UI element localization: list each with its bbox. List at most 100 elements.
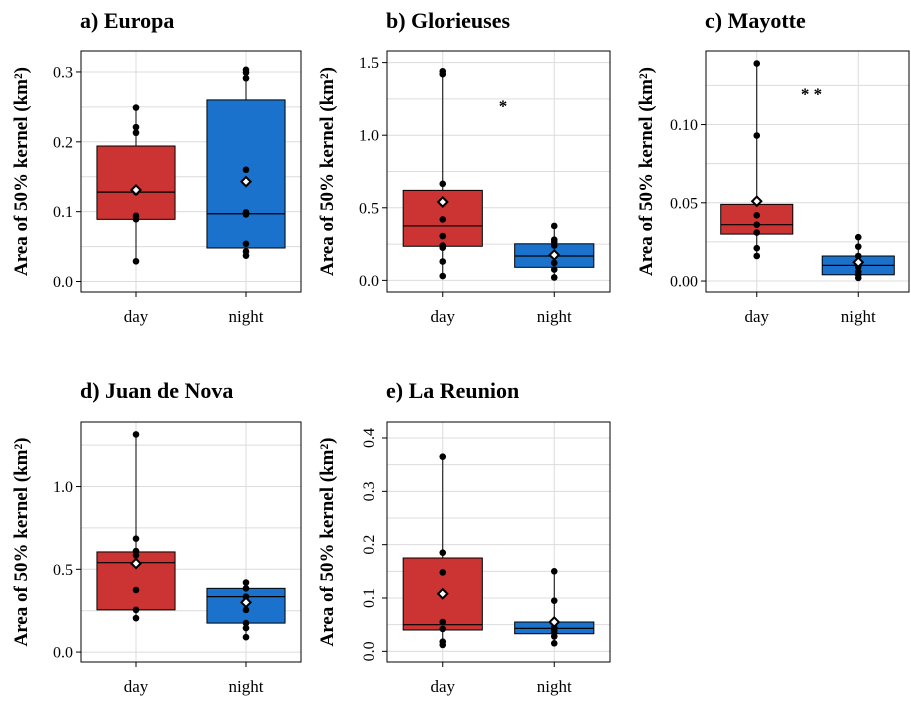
data-point <box>550 633 558 640</box>
data-point <box>132 586 140 594</box>
box-day <box>96 431 176 622</box>
box-night <box>514 568 595 647</box>
data-point <box>132 535 140 542</box>
y-tick-label: 0.5 <box>359 200 379 217</box>
panel-title: d) Juan de Nova <box>80 378 233 403</box>
data-point <box>439 180 447 188</box>
data-point <box>439 625 447 633</box>
data-point <box>132 614 140 622</box>
panel-title: e) La Reunion <box>386 378 519 403</box>
y-tick-label: 0.3 <box>361 481 378 501</box>
data-point <box>242 211 250 218</box>
data-point <box>242 69 250 76</box>
data-point <box>132 104 140 111</box>
data-point <box>753 132 761 139</box>
y-tick-label: 0.2 <box>53 134 73 151</box>
data-point <box>753 229 761 236</box>
data-point <box>439 258 447 265</box>
y-tick-label: 0.4 <box>361 428 378 448</box>
panel-title: c) Mayotte <box>705 8 806 33</box>
data-point <box>242 633 250 641</box>
y-axis-label: Area of 50% kernel (km²) <box>11 437 32 646</box>
data-point <box>132 431 140 438</box>
data-point <box>242 240 250 248</box>
box-iqr <box>206 99 286 249</box>
data-point <box>439 244 447 252</box>
data-point <box>132 129 140 137</box>
mean-marker <box>852 256 865 269</box>
mean-marker <box>750 195 763 208</box>
data-point <box>854 233 862 241</box>
x-tick-label-day: day <box>124 677 149 696</box>
x-tick-label-night: night <box>229 307 264 326</box>
y-tick-label: 0.2 <box>361 535 378 555</box>
box-iqr <box>96 145 176 220</box>
y-axis-label: Area of 50% kernel (km²) <box>317 67 338 276</box>
plot-frame <box>386 421 611 663</box>
data-point <box>550 222 558 230</box>
data-point <box>753 252 761 260</box>
data-point <box>242 606 250 614</box>
data-point <box>550 266 558 273</box>
x-tick-label-day: day <box>744 307 769 326</box>
y-tick-label: 1.5 <box>359 55 379 72</box>
data-point <box>132 551 140 559</box>
data-point <box>753 212 761 219</box>
x-tick-label-day: day <box>124 307 149 326</box>
data-point <box>439 232 447 240</box>
data-point <box>242 166 250 174</box>
x-tick-label-night: night <box>229 677 264 696</box>
data-point <box>439 216 447 223</box>
panel-4: 0.0 0.1 0.2 0.3 0.4 day night e) La Reunion Area… <box>317 378 611 696</box>
panel-title: a) Europa <box>80 8 174 33</box>
mean-marker <box>129 557 143 570</box>
data-point <box>753 244 761 252</box>
panel-2: 0.00 0.05 0.10 day night c) Mayotte Area of 50… <box>636 8 910 326</box>
mean-marker <box>436 195 449 209</box>
box-night <box>206 66 286 259</box>
plot-frame <box>705 50 910 293</box>
data-point <box>242 624 250 632</box>
data-point <box>550 597 558 604</box>
data-point <box>550 274 558 281</box>
data-point <box>753 221 761 229</box>
panel-title: b) Glorieuses <box>386 8 510 33</box>
y-tick-label: 0.10 <box>670 117 698 134</box>
y-tick-label: 0.5 <box>53 562 73 579</box>
x-tick-label-night: night <box>537 677 572 696</box>
data-point <box>242 74 250 82</box>
significance-marker: * <box>499 96 508 115</box>
y-tick-label: 0.0 <box>53 274 73 291</box>
data-point <box>242 252 250 259</box>
mean-marker <box>239 175 253 188</box>
plot-frame <box>386 50 611 293</box>
data-point <box>550 259 558 267</box>
box-day <box>720 60 794 260</box>
mean-marker <box>239 596 253 609</box>
data-point <box>550 568 558 575</box>
data-point <box>854 274 862 282</box>
data-point <box>439 70 447 78</box>
data-point <box>439 618 447 626</box>
data-point <box>854 243 862 250</box>
box-night <box>206 579 286 641</box>
data-point <box>753 60 761 67</box>
y-tick-label: 0.1 <box>53 204 73 221</box>
x-tick-label-day: day <box>430 677 455 696</box>
y-axis-label: Area of 50% kernel (km²) <box>11 67 32 276</box>
x-tick-label-night: night <box>537 307 572 326</box>
data-point <box>854 252 862 260</box>
data-point <box>550 242 558 249</box>
mean-marker <box>129 183 143 197</box>
box-day <box>96 104 176 265</box>
panel-1: 0.0 0.5 1.0 1.5 day night b) Glorieuses Area of… <box>317 8 611 326</box>
panel-0: 0.0 0.1 0.2 0.3 day night a) Europa Area of 50%… <box>11 8 302 326</box>
data-point <box>439 453 447 460</box>
mean-marker <box>548 615 561 629</box>
plot-frame <box>80 50 302 293</box>
box-night <box>514 222 595 281</box>
data-point <box>132 123 140 131</box>
data-point <box>132 216 140 223</box>
panel-3: 0.0 0.5 1.0 day night d) Juan de Nova Area of … <box>11 378 302 696</box>
y-axis-label: Area of 50% kernel (km²) <box>636 67 657 276</box>
